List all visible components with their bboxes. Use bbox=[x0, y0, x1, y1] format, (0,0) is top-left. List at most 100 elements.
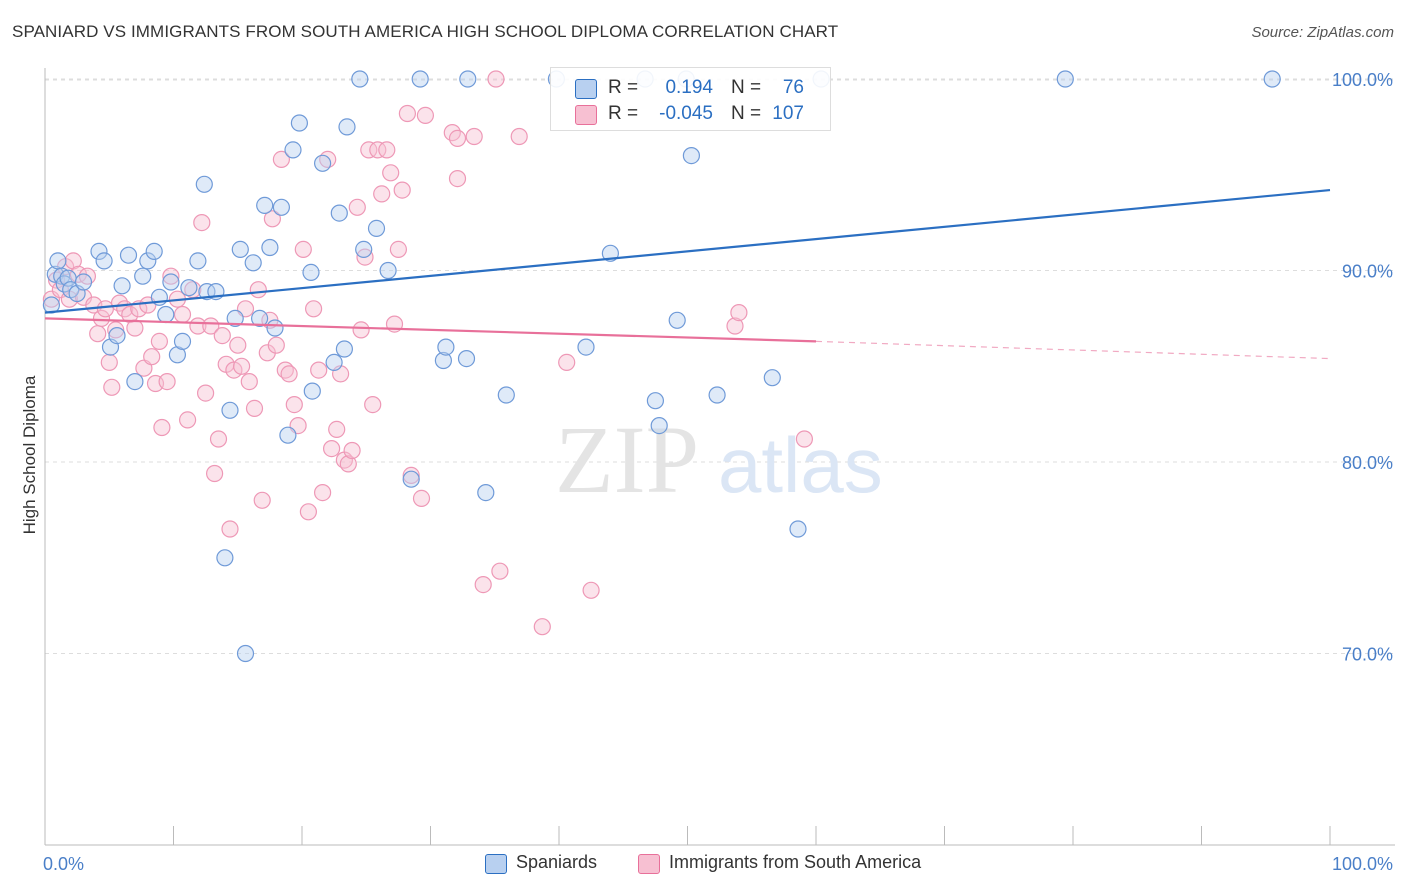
spaniards-point bbox=[314, 154, 332, 172]
immigrants-point bbox=[294, 240, 312, 258]
spaniards-point bbox=[126, 373, 144, 391]
immigrants-point bbox=[305, 300, 323, 318]
immigrants-trend-line bbox=[44, 317, 817, 343]
immigrants-point bbox=[197, 384, 215, 402]
immigrants-point bbox=[474, 575, 492, 594]
immigrants-point bbox=[299, 503, 317, 521]
spaniards-point bbox=[763, 369, 781, 387]
spaniards-point bbox=[402, 470, 420, 488]
spaniards-point bbox=[497, 386, 515, 404]
immigrants-point bbox=[233, 357, 251, 375]
spaniards-point bbox=[411, 70, 429, 88]
immigrants-point bbox=[310, 361, 328, 379]
r-value: -0.045 bbox=[659, 103, 713, 124]
n-label: N = bbox=[731, 103, 762, 124]
immigrants-point bbox=[267, 336, 285, 354]
immigrants-point bbox=[416, 106, 434, 125]
spaniards-point bbox=[290, 114, 308, 132]
spaniards-point bbox=[139, 252, 157, 270]
immigrants-point bbox=[730, 304, 748, 322]
immigrants-point bbox=[348, 198, 366, 216]
axes bbox=[44, 68, 1395, 846]
immigrants-point bbox=[253, 491, 271, 509]
correlation-legend: R = 0.194 N = 76 R = -0.045 N = 107 bbox=[550, 67, 831, 131]
spaniards-point bbox=[145, 242, 163, 260]
spaniards-point bbox=[49, 252, 67, 270]
spaniards-point bbox=[134, 267, 152, 285]
immigrants-point bbox=[229, 336, 247, 354]
spaniards-point bbox=[236, 644, 255, 663]
spaniards-point bbox=[231, 240, 249, 258]
spaniards-point bbox=[113, 277, 131, 295]
spaniards-point bbox=[682, 147, 701, 165]
watermark: ZIP atlas bbox=[555, 406, 883, 513]
spaniards-point bbox=[668, 311, 686, 329]
spaniards-point bbox=[251, 309, 269, 327]
source-label: Source: ZipAtlas.com bbox=[1251, 24, 1394, 41]
immigrants-point bbox=[726, 317, 744, 335]
n-value: 76 bbox=[782, 77, 804, 98]
immigrants-point bbox=[582, 581, 600, 599]
immigrants-point bbox=[209, 430, 228, 448]
immigrants-point bbox=[179, 411, 197, 429]
spaniards-point bbox=[1263, 70, 1281, 88]
spaniards-point bbox=[577, 338, 595, 356]
spaniards-point bbox=[189, 252, 207, 270]
spaniards-point bbox=[119, 246, 138, 264]
spaniards-point bbox=[302, 263, 320, 281]
immigrants-point bbox=[491, 562, 509, 580]
immigrants-point bbox=[795, 430, 814, 448]
x-tick-label: 100.0% bbox=[1332, 854, 1393, 874]
spaniards-point bbox=[367, 219, 386, 237]
spaniards-point bbox=[157, 305, 175, 324]
immigrants-point bbox=[107, 321, 125, 339]
immigrants-point bbox=[382, 164, 400, 182]
r-label: R = bbox=[608, 77, 639, 98]
immigrants-point bbox=[533, 618, 551, 636]
spaniards-point bbox=[330, 204, 348, 222]
immigrants-point bbox=[314, 484, 332, 502]
x-tick-label: 0.0% bbox=[43, 854, 84, 874]
immigrants-point bbox=[369, 141, 387, 159]
spaniards-point bbox=[789, 520, 807, 538]
spaniards-point bbox=[646, 392, 665, 410]
immigrants-point bbox=[393, 181, 411, 199]
spaniards-point bbox=[279, 426, 297, 444]
immigrants-point bbox=[373, 185, 391, 203]
immigrants-point bbox=[378, 141, 396, 159]
immigrants-point bbox=[150, 332, 168, 350]
immigrants-point bbox=[249, 281, 267, 299]
spaniards-point bbox=[95, 252, 113, 270]
spaniards-point bbox=[338, 118, 356, 136]
spaniards-point bbox=[1056, 70, 1074, 88]
spaniards-swatch bbox=[575, 79, 597, 99]
trend-lines bbox=[44, 188, 1331, 360]
spaniards-point bbox=[272, 198, 290, 216]
immigrants-trend-extension bbox=[815, 340, 1331, 360]
spaniards-point bbox=[198, 283, 216, 301]
legend-label-spaniards: Spaniards bbox=[516, 852, 598, 872]
immigrants-point bbox=[103, 378, 121, 396]
immigrants-point bbox=[352, 321, 370, 339]
spaniards-point bbox=[650, 417, 668, 435]
spaniards-point bbox=[477, 484, 495, 502]
spaniards-point bbox=[284, 141, 302, 159]
y-tick-label: 80.0% bbox=[1342, 453, 1393, 473]
immigrants-point bbox=[245, 399, 264, 417]
watermark-atlas: atlas bbox=[718, 421, 883, 509]
immigrants-legend-swatch bbox=[638, 854, 660, 874]
spaniards-point bbox=[434, 351, 452, 370]
immigrants-point bbox=[221, 520, 239, 538]
immigrants-point bbox=[206, 464, 224, 483]
n-label: N = bbox=[731, 77, 762, 98]
spaniards-point bbox=[303, 382, 321, 400]
spaniards-point bbox=[459, 70, 477, 88]
spaniards-point bbox=[180, 279, 198, 297]
immigrants-point bbox=[213, 327, 231, 345]
immigrants-point bbox=[412, 489, 431, 507]
immigrants-point bbox=[173, 305, 192, 324]
spaniards-point bbox=[351, 70, 369, 88]
spaniards-point bbox=[437, 338, 455, 356]
immigrants-point bbox=[343, 441, 361, 460]
immigrants-point bbox=[389, 240, 407, 258]
